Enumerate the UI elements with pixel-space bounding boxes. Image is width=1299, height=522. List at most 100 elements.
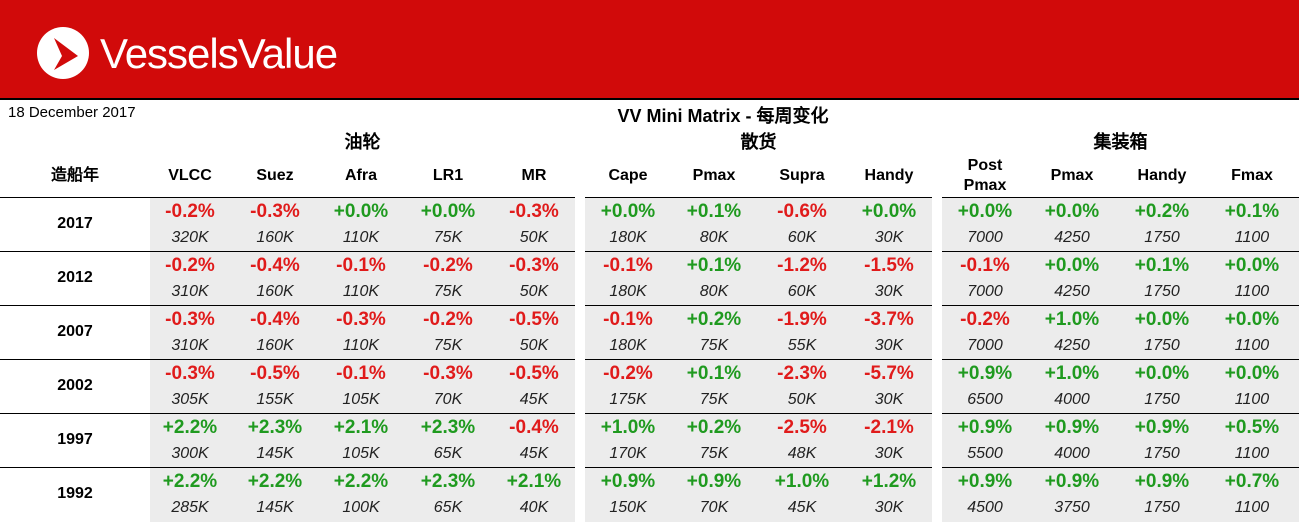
row-divider (942, 467, 1299, 468)
change-cell: -0.1% (603, 309, 653, 330)
change-cell: +0.0% (1134, 309, 1190, 330)
size-cell: 160K (256, 337, 294, 354)
change-cell: +2.2% (162, 417, 218, 438)
change-cell: -0.3% (165, 309, 215, 330)
row-divider (0, 467, 575, 468)
change-cell: -1.2% (777, 255, 827, 276)
size-cell: 4000 (1054, 391, 1090, 408)
change-cell: +2.1% (333, 417, 389, 438)
change-cell: -2.3% (777, 363, 827, 384)
size-cell: 5500 (967, 445, 1003, 462)
change-cell: +0.1% (686, 201, 742, 222)
size-cell: 110K (342, 283, 380, 300)
size-cell: 30K (874, 337, 904, 354)
row-divider (585, 251, 932, 252)
size-cell: 105K (342, 445, 380, 462)
row-divider (0, 359, 575, 360)
change-cell: -0.2% (165, 255, 215, 276)
change-cell: +0.1% (1224, 201, 1280, 222)
change-cell: -0.5% (250, 363, 300, 384)
change-cell: -0.3% (509, 255, 559, 276)
size-cell: 50K (519, 337, 549, 354)
size-cell: 1750 (1144, 283, 1180, 300)
column-header: Pmax (692, 167, 736, 184)
row-divider (942, 305, 1299, 306)
size-cell: 1100 (1234, 337, 1270, 354)
change-cell: -0.6% (777, 201, 827, 222)
size-cell: 1750 (1144, 445, 1180, 462)
size-cell: 75K (433, 229, 463, 246)
size-cell: 4250 (1054, 337, 1090, 354)
size-cell: 1100 (1234, 283, 1270, 300)
column-header: Pmax (1050, 167, 1094, 184)
column-header: Post Pmax (963, 157, 1007, 194)
change-cell: +0.9% (1044, 471, 1100, 492)
change-cell: +1.0% (1044, 309, 1100, 330)
change-cell: -0.4% (509, 417, 559, 438)
size-cell: 75K (699, 445, 729, 462)
column-header: MR (521, 167, 547, 184)
size-cell: 50K (519, 229, 549, 246)
change-cell: +0.9% (957, 471, 1013, 492)
row-divider (942, 251, 1299, 252)
size-cell: 7000 (967, 229, 1003, 246)
size-cell: 40K (519, 499, 549, 516)
row-divider (0, 413, 575, 414)
change-cell: -0.2% (165, 201, 215, 222)
change-cell: -0.1% (336, 255, 386, 276)
change-cell: -0.4% (250, 309, 300, 330)
change-cell: +0.9% (1044, 417, 1100, 438)
change-cell: -0.3% (165, 363, 215, 384)
row-divider (585, 197, 932, 198)
size-cell: 320K (171, 229, 209, 246)
change-cell: +0.0% (861, 201, 917, 222)
change-cell: -2.5% (777, 417, 827, 438)
year-cell: 2017 (57, 215, 93, 232)
size-cell: 4250 (1054, 229, 1090, 246)
row-divider (585, 413, 932, 414)
row-divider (0, 305, 575, 306)
report-date: 18 December 2017 (8, 104, 136, 121)
column-header: Fmax (1231, 167, 1273, 184)
change-cell: +0.5% (1224, 417, 1280, 438)
size-cell: 75K (433, 283, 463, 300)
size-cell: 180K (609, 283, 647, 300)
column-header: Afra (344, 167, 377, 184)
column-header: Handy (864, 167, 914, 184)
change-cell: +2.2% (333, 471, 389, 492)
size-cell: 60K (787, 229, 817, 246)
change-cell: +0.0% (420, 201, 476, 222)
size-cell: 100K (342, 499, 380, 516)
size-cell: 150K (609, 499, 647, 516)
size-cell: 285K (171, 499, 209, 516)
change-cell: +1.0% (1044, 363, 1100, 384)
year-cell: 1992 (57, 485, 93, 502)
row-divider (0, 197, 575, 198)
size-cell: 70K (433, 391, 463, 408)
change-cell: -0.1% (960, 255, 1010, 276)
year-cell: 2007 (57, 323, 93, 340)
size-cell: 1750 (1144, 229, 1180, 246)
banner: VesselsValue (0, 0, 1299, 100)
year-cell: 2002 (57, 377, 93, 394)
change-cell: +0.9% (686, 471, 742, 492)
change-cell: -5.7% (864, 363, 914, 384)
size-cell: 4000 (1054, 445, 1090, 462)
size-cell: 1100 (1234, 445, 1270, 462)
size-cell: 7000 (967, 337, 1003, 354)
column-header: Cape (608, 167, 648, 184)
size-cell: 65K (433, 499, 463, 516)
size-cell: 30K (874, 283, 904, 300)
change-cell: +1.2% (861, 471, 917, 492)
size-cell: 30K (874, 229, 904, 246)
change-cell: +0.0% (600, 201, 656, 222)
change-cell: -0.2% (423, 309, 473, 330)
size-cell: 1750 (1144, 499, 1180, 516)
change-cell: +0.0% (1044, 201, 1100, 222)
row-divider (942, 413, 1299, 414)
change-cell: +2.3% (420, 417, 476, 438)
change-cell: +0.1% (686, 255, 742, 276)
change-cell: -1.9% (777, 309, 827, 330)
year-cell: 1997 (57, 431, 93, 448)
